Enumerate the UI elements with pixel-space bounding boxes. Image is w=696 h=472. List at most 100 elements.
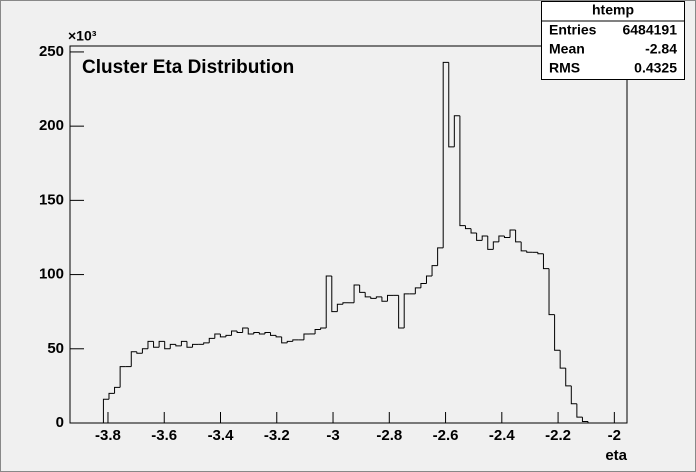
x-tick-label: -2: [608, 427, 621, 444]
bin: [320, 327, 327, 330]
bin: [136, 351, 143, 354]
y-tick-label: 150: [39, 191, 64, 208]
stats-key: Entries: [549, 22, 597, 38]
bin: [548, 268, 555, 316]
stats-key: Mean: [549, 41, 585, 57]
bin: [470, 228, 477, 234]
bin: [175, 344, 182, 347]
frame: [69, 45, 628, 424]
bin: [370, 296, 377, 299]
bin: [520, 241, 527, 252]
x-tick-label: -2.2: [545, 427, 571, 444]
bin: [169, 343, 176, 349]
bin: [292, 339, 299, 342]
x-tick-label: -3.8: [95, 427, 121, 444]
bin: [281, 336, 288, 344]
bin: [414, 287, 421, 294]
bin: [114, 386, 121, 394]
y-tick-label: 200: [39, 117, 64, 134]
x-tick-label: -3.4: [208, 427, 235, 444]
bin: [214, 333, 221, 339]
bin: [359, 284, 366, 293]
bin: [481, 235, 488, 241]
bin: [353, 284, 360, 303]
bin: [253, 331, 260, 334]
bin: [119, 366, 126, 388]
bin: [164, 341, 171, 350]
bin: [459, 115, 466, 227]
x-tick-label: -3.6: [151, 427, 177, 444]
bin: [342, 302, 349, 305]
bin: [336, 303, 343, 312]
bin: [102, 398, 109, 423]
bin: [509, 229, 516, 238]
bin: [270, 332, 277, 336]
bin: [314, 328, 321, 334]
bin: [286, 340, 293, 343]
bin: [542, 253, 550, 270]
x-tick-label: -3.2: [264, 427, 290, 444]
x-tick-label: -2.4: [489, 427, 516, 444]
bin: [303, 333, 310, 340]
y-tick-label: 0: [56, 414, 64, 431]
bin: [242, 327, 249, 333]
bin: [225, 334, 232, 337]
y-tick-label: 50: [47, 340, 64, 357]
bin: [147, 340, 154, 349]
bin: [448, 62, 455, 148]
bin: [275, 335, 282, 338]
stats-frame: [541, 1, 685, 80]
stats-key: RMS: [549, 60, 580, 76]
bin: [180, 340, 187, 346]
bin: [331, 276, 338, 313]
bin: [186, 341, 193, 348]
bin: [431, 265, 438, 277]
bin: [487, 235, 494, 250]
bin: [492, 241, 499, 250]
bin: [398, 295, 405, 329]
bin: [247, 328, 254, 335]
bin: [437, 247, 444, 266]
bin: [442, 61, 449, 248]
bin: [141, 348, 148, 354]
x-tick-label: -2.8: [376, 427, 402, 444]
bin: [464, 225, 472, 230]
bin: [236, 330, 243, 333]
bin: [403, 293, 410, 329]
stats-value: 6484191: [622, 22, 677, 38]
bin: [587, 421, 594, 424]
bin: [515, 230, 522, 243]
bin: [498, 235, 505, 242]
bin: [108, 392, 115, 400]
bin: [565, 368, 572, 387]
x-tick-label: -3: [326, 427, 339, 444]
bin: [420, 282, 427, 288]
bin: [208, 337, 215, 343]
bin: [576, 403, 583, 418]
bin: [503, 235, 511, 238]
bin: [153, 341, 160, 348]
bin: [476, 233, 483, 241]
bin: [325, 275, 332, 329]
y-multiplier: ×10³: [68, 28, 97, 44]
bin: [386, 294, 394, 302]
bin: [203, 342, 210, 345]
bin: [192, 343, 199, 348]
bin: [425, 275, 433, 284]
bin: [264, 331, 271, 334]
bin: [570, 385, 577, 405]
bin: [559, 350, 566, 369]
stats-value: 0.4325: [634, 60, 677, 76]
bin: [554, 314, 561, 351]
x-axis-label: eta: [605, 447, 627, 464]
bin: [130, 351, 137, 367]
bin: [526, 250, 533, 253]
bin: [231, 330, 238, 336]
stats-value: -2.84: [645, 41, 677, 57]
chart-title: Cluster Eta Distribution: [82, 57, 294, 78]
bin: [364, 292, 371, 298]
x-tick-label: -2.6: [433, 427, 459, 444]
bin: [537, 252, 544, 255]
stats-title: htemp: [592, 2, 634, 18]
